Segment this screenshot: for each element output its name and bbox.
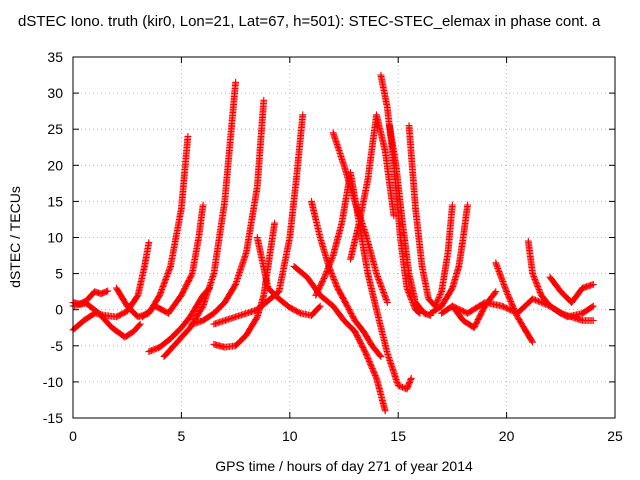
series-pass-18 [386,122,435,319]
x-tick-label: 15 [390,428,406,444]
y-tick-label: 25 [47,121,63,137]
series-plus-markers [210,111,307,328]
series-pass-19 [405,122,456,310]
series-pass-11 [210,111,307,328]
series-plus-markers [347,111,398,263]
x-tick-label: 5 [178,428,186,444]
series-pass-25 [546,273,597,306]
y-tick-label: 35 [47,49,63,65]
series-plus-markers [290,263,389,415]
y-tick-label: 30 [47,85,63,101]
series-pass-09 [188,96,268,328]
y-tick-label: 10 [47,230,63,246]
y-tick-label: 20 [47,157,63,173]
series-pass-15 [329,129,391,306]
y-axis-label: dSTEC / TECUs [7,186,23,288]
series-pass-06 [160,78,239,360]
series-plus-markers [405,122,456,310]
series-pass-07 [139,201,207,321]
grid-lines [73,57,615,418]
series-plus-markers [524,237,597,324]
series-plus-markers [427,201,471,317]
series-pass-12 [290,263,389,415]
series-markers [69,71,597,415]
series-pass-16 [347,111,398,263]
x-axis-label: GPS time / hours of day 271 of year 2014 [215,458,473,474]
y-tick-label: -10 [43,374,63,390]
x-tick-label: 25 [607,428,623,444]
x-tick-label: 20 [499,428,515,444]
series-plus-markers [253,234,324,319]
y-tick-label: -15 [43,410,63,426]
y-tick-label: 15 [47,193,63,209]
series-pass-24 [524,237,597,324]
series-plus-markers [160,78,239,360]
series-plus-markers [329,129,391,306]
x-tick-label: 0 [69,428,77,444]
x-tick-label: 10 [282,428,298,444]
series-pass-13 [308,198,385,360]
series-pass-20 [427,201,471,317]
series-plus-markers [308,198,385,360]
y-tick-label: 0 [55,302,63,318]
series-pass-10 [253,234,324,319]
y-tick-label: -5 [51,338,64,354]
series-plus-markers [188,96,268,328]
series-plus-markers [386,122,435,319]
chart-title: dSTEC Iono. truth (kir0, Lon=21, Lat=67,… [18,13,601,30]
series-plus-markers [546,273,597,306]
axis-ticks: 0 5 10 15 20 25 -15 -10 -5 0 5 10 15 20 25 30 35 [43,49,623,444]
series-plus-markers [139,201,207,321]
y-tick-label: 5 [55,266,63,282]
